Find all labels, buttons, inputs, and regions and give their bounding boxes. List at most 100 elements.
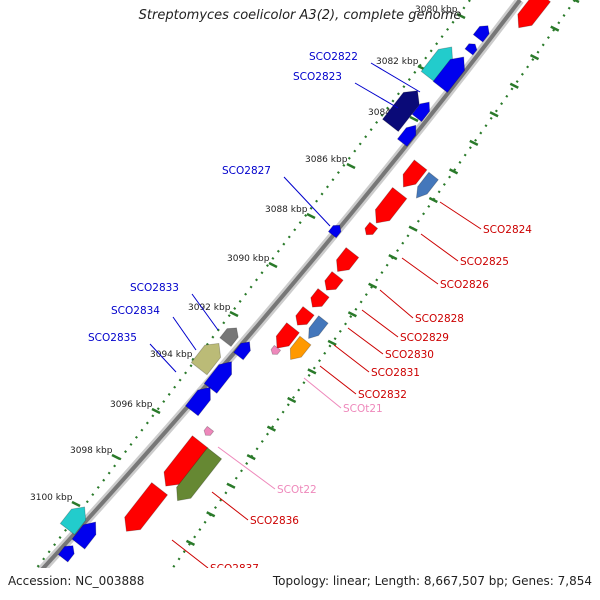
reverse-leader-line xyxy=(319,365,357,395)
scale-tick xyxy=(346,162,356,170)
scale-tick xyxy=(268,261,278,269)
scale-tick xyxy=(229,310,239,318)
reverse-leader-line xyxy=(401,257,439,285)
gene-blue xyxy=(411,101,431,123)
forward-gene-label: SCO2835 xyxy=(88,332,137,344)
scale-label: 3100 kbp xyxy=(30,493,73,503)
reverse-leader-line xyxy=(347,327,384,355)
gene-red xyxy=(324,271,344,291)
major-tick xyxy=(307,368,317,375)
scale-tick xyxy=(111,453,121,461)
major-tick xyxy=(529,54,540,61)
major-tick xyxy=(327,339,337,346)
gene-olive xyxy=(176,447,223,502)
gene-blue xyxy=(472,25,490,43)
major-tick xyxy=(550,25,560,32)
tick-rail-inner xyxy=(171,0,576,568)
forward-leader-line xyxy=(191,293,219,331)
forward-gene-label: SCO2834 xyxy=(111,305,160,317)
forward-leader-line xyxy=(149,343,177,373)
gene-red xyxy=(310,288,330,308)
genome-axis-line xyxy=(40,0,522,568)
major-tick xyxy=(408,225,418,232)
forward-leader-line xyxy=(172,316,197,351)
forward-leader-line xyxy=(283,176,331,227)
gene-navy xyxy=(382,90,420,133)
reverse-gene-label: SCO2836 xyxy=(250,515,299,527)
reverse-gene-label: SCO2826 xyxy=(440,279,489,291)
reverse-leader-line xyxy=(171,539,209,568)
gene-blue xyxy=(203,361,233,394)
scale-label: 3090 kbp xyxy=(227,254,270,264)
gene-pink xyxy=(270,344,282,355)
reverse-gene-label: SCO2825 xyxy=(460,256,509,268)
reverse-gene-label: SCO2837 xyxy=(210,563,259,575)
tick-rail-outer xyxy=(35,0,471,568)
scale-tick xyxy=(71,500,81,508)
reverse-gene-label: SCO2829 xyxy=(400,332,449,344)
genome-summary: Topology: linear; Length: 8,667,507 bp; … xyxy=(272,574,592,588)
gene-cyan xyxy=(420,46,454,84)
gene-steel xyxy=(415,171,439,199)
scale-label: 3086 kbp xyxy=(305,155,348,165)
gene-red xyxy=(374,186,408,224)
reverse-gene-label: SCOt21 xyxy=(343,403,383,415)
gene-gray xyxy=(219,327,239,347)
gene-blue xyxy=(71,521,97,550)
major-tick xyxy=(266,425,276,432)
gene-blue xyxy=(233,341,251,361)
gene-red xyxy=(295,306,315,326)
forward-leader-line xyxy=(370,62,421,93)
reverse-gene-label: SCO2830 xyxy=(385,349,434,361)
forward-gene-label: SCO2833 xyxy=(130,282,179,294)
reverse-leader-line xyxy=(211,491,249,521)
scale-label: 3082 kbp xyxy=(376,57,419,67)
gene-red xyxy=(275,322,300,349)
major-tick xyxy=(166,569,174,573)
reverse-gene-label: SCO2831 xyxy=(371,367,420,379)
scale-tick xyxy=(151,407,161,415)
gene-red xyxy=(124,482,169,532)
reverse-leader-line xyxy=(439,201,482,230)
scale-label: 3080 kbp xyxy=(415,5,458,15)
gene-blue xyxy=(57,545,75,563)
gene-orange xyxy=(289,335,312,360)
major-tick xyxy=(449,168,459,175)
reverse-leader-line xyxy=(379,289,414,319)
reverse-gene-label: SCO2824 xyxy=(483,224,532,236)
scale-tick xyxy=(409,115,419,123)
reverse-leader-line xyxy=(333,344,370,373)
gene-pink xyxy=(203,425,215,436)
forward-leader-line xyxy=(354,82,399,109)
major-tick xyxy=(469,139,479,146)
forward-gene-label: SCO2822 xyxy=(309,51,358,63)
map-title: Streptomyces coelicolor A3(2), complete … xyxy=(138,8,462,23)
major-tick xyxy=(226,482,236,489)
scale-tick xyxy=(456,12,466,20)
scale-label: 3094 kbp xyxy=(150,350,193,360)
reverse-leader-line xyxy=(303,377,342,409)
accession-label: Accession: NC_003888 xyxy=(8,574,145,588)
gene-red xyxy=(163,435,209,487)
major-tick xyxy=(287,396,297,404)
gene-steel xyxy=(308,315,329,340)
gene-blue xyxy=(396,124,417,147)
gene-red xyxy=(336,247,360,272)
reverse-leader-line xyxy=(420,233,459,262)
scale-label: 3088 kbp xyxy=(265,205,308,215)
gene-cyan xyxy=(59,506,87,536)
scale-label: 3096 kbp xyxy=(110,400,153,410)
major-tick xyxy=(509,82,519,89)
reverse-leader-line xyxy=(217,446,276,490)
gene-red xyxy=(364,221,379,236)
major-tick xyxy=(246,454,256,461)
gene-red xyxy=(402,159,428,188)
gene-blue xyxy=(184,386,211,417)
reverse-gene-label: SCOt22 xyxy=(277,484,317,496)
scale-tick xyxy=(306,212,316,220)
gene-blue xyxy=(327,224,342,239)
gene-khaki xyxy=(190,342,222,376)
major-tick xyxy=(206,511,216,518)
